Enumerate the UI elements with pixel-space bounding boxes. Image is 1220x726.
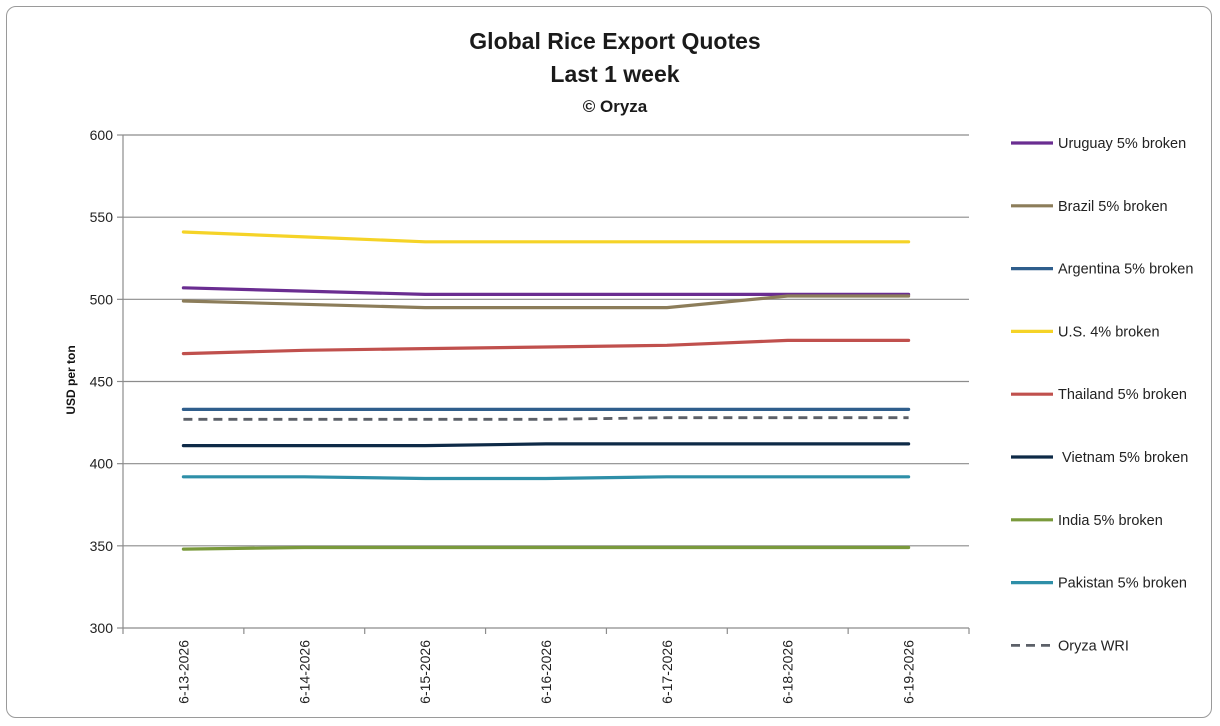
chart-title: Global Rice Export Quotes Last 1 week © … — [469, 28, 760, 116]
series-line-thailand-5-broken — [181, 338, 911, 356]
series-line-uruguay-5-broken — [181, 286, 911, 296]
legend-label-india-5-broken: India 5% broken — [1058, 513, 1163, 529]
y-tick-label: 500 — [90, 291, 114, 307]
x-tick-label: 6-18-2026 — [780, 640, 796, 704]
legend-label-argentina-5-broken: Argentina 5% broken — [1058, 262, 1193, 278]
legend-label-u-s-4-broken: U.S. 4% broken — [1058, 324, 1160, 340]
series-line-oryza-wri — [183, 416, 909, 421]
x-tick-label: 6-15-2026 — [417, 640, 433, 704]
series-line-india-5-broken — [181, 545, 911, 551]
series-line-brazil-5-broken — [181, 294, 911, 310]
x-tick-label: 6-13-2026 — [175, 640, 191, 704]
legend-label-oryza-wri: Oryza WRI — [1058, 638, 1129, 654]
title-line-2: Last 1 week — [550, 61, 679, 87]
x-tick-label: 6-16-2026 — [538, 640, 554, 704]
legend-label-thailand-5-broken: Thailand 5% broken — [1058, 387, 1187, 403]
y-tick-label: 450 — [90, 374, 114, 390]
x-tick-label: 6-17-2026 — [659, 640, 675, 704]
x-tick-label: 6-14-2026 — [296, 640, 312, 704]
series-line-pakistan-5-broken — [181, 475, 911, 481]
legend: Uruguay 5% broken Brazil 5% broken Argenti… — [1011, 136, 1193, 654]
title-line-3: © Oryza — [583, 97, 648, 116]
plot-area: 300 350 400 450 500 550 600 6-13-2026 6-14-2026 6… — [90, 127, 970, 704]
y-tick-label: 400 — [90, 456, 114, 472]
y-tick-label: 600 — [90, 127, 114, 143]
title-line-1: Global Rice Export Quotes — [469, 28, 760, 54]
series-line-u-s-4-broken — [181, 230, 911, 244]
chart-frame — [6, 6, 1212, 718]
legend-label-pakistan-5-broken: Pakistan 5% broken — [1058, 576, 1187, 592]
legend-label-uruguay-5-broken: Uruguay 5% broken — [1058, 136, 1186, 152]
y-axis-label: USD per ton — [64, 345, 78, 414]
y-tick-label: 550 — [90, 209, 114, 225]
series-line-vietnam-5-broken — [181, 442, 911, 448]
x-tick-label: 6-19-2026 — [901, 640, 917, 704]
legend-label-brazil-5-broken: Brazil 5% broken — [1058, 199, 1168, 215]
legend-label-vietnam-5-broken: Vietnam 5% broken — [1058, 450, 1188, 466]
y-tick-label: 300 — [90, 620, 114, 636]
y-tick-label: 350 — [90, 538, 114, 554]
